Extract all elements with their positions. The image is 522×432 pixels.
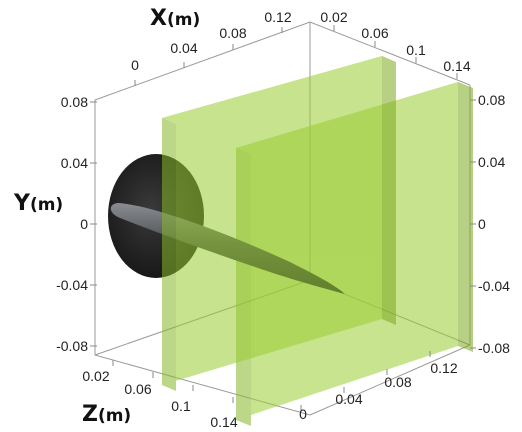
z-tick-bottom-right-label: 0 xyxy=(299,406,307,422)
y-axis-right: 0.08 0.04 0 -0.04 -0.08 xyxy=(470,92,510,356)
z-tick-bottom-left-label: 0.02 xyxy=(82,368,109,384)
z-tick-bottom-left-label: 0.1 xyxy=(171,398,191,414)
y-tick-left-label: -0.04 xyxy=(56,277,88,293)
z-tick-bottom-right-label: 0.08 xyxy=(384,374,411,390)
bbox-edge-bottom-front xyxy=(309,344,471,416)
x-axis-top: 0 0.04 0.08 0.12 xyxy=(131,9,292,86)
svg-text:X(m): X(m) xyxy=(150,6,200,31)
x-tick-top-label: 0.04 xyxy=(170,40,197,56)
y-tick-left-label: 0.08 xyxy=(61,94,88,110)
z-axis-bottom-right: 0 0.04 0.08 0.12 xyxy=(299,351,458,422)
z-tick-bottom-left-label: 0.06 xyxy=(124,381,151,397)
z-tick-bottom-left-label: 0.14 xyxy=(210,414,237,430)
x-axis-top-right: 0.02 0.06 0.1 0.14 xyxy=(320,9,471,79)
z-axis-title: Z(m) xyxy=(82,402,131,427)
y-axis-unit: (m) xyxy=(30,195,63,215)
svg-text:Y(m): Y(m) xyxy=(13,191,63,216)
y-tick-right-label: -0.04 xyxy=(478,278,510,294)
z-axis-bottom-left: 0.02 0.06 0.1 0.14 xyxy=(82,360,238,430)
x-axis-name: X xyxy=(150,6,167,31)
y-axis-title: Y(m) xyxy=(13,191,63,216)
x-tick-top-label: 0 xyxy=(131,57,139,73)
x-tick-top-right-label: 0.06 xyxy=(361,25,388,41)
z-axis-unit: (m) xyxy=(98,406,131,426)
y-axis-left: 0.08 0.04 0 -0.04 -0.08 xyxy=(56,94,97,354)
z-tick-bottom-right-label: 0.12 xyxy=(430,360,457,376)
y-tick-left-label: -0.08 xyxy=(56,338,88,354)
y-tick-left-label: 0.04 xyxy=(61,155,88,171)
svg-text:Z(m): Z(m) xyxy=(82,402,131,427)
x-tick-top-right-label: 0.1 xyxy=(406,42,426,58)
x-tick-top-label: 0.12 xyxy=(264,9,291,25)
y-axis-name: Y xyxy=(13,191,31,216)
y-tick-right-label: 0.04 xyxy=(478,154,505,170)
x-tick-top-right-label: 0.02 xyxy=(320,9,347,25)
y-tick-left-label: 0 xyxy=(80,216,88,232)
z-axis-name: Z xyxy=(82,402,98,427)
x-tick-top-label: 0.08 xyxy=(219,25,246,41)
z-tick-bottom-right-label: 0.04 xyxy=(335,391,362,407)
y-tick-right-label: 0.08 xyxy=(478,92,505,108)
y-tick-right-label: 0 xyxy=(478,216,486,232)
x-tick-top-right-label: 0.14 xyxy=(443,58,470,74)
y-tick-right-label: -0.08 xyxy=(478,340,510,356)
plate-front xyxy=(162,56,396,391)
x-axis-title: X(m) xyxy=(150,6,200,31)
x-axis-unit: (m) xyxy=(167,10,200,30)
